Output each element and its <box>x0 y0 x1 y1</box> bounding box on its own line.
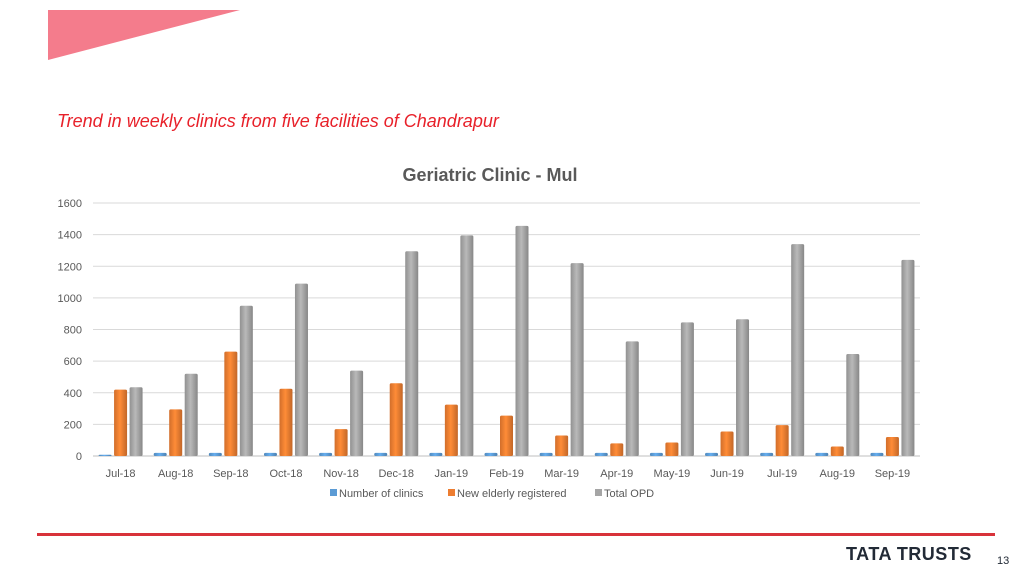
y-tick-label: 800 <box>64 325 82 337</box>
bar-total-opd <box>460 235 474 456</box>
y-tick-label: 1400 <box>58 230 82 242</box>
bar-number-of-clinics <box>594 452 608 456</box>
bar-new-elderly-registered <box>665 442 679 456</box>
legend-swatch <box>595 489 602 496</box>
legend-label: New elderly registered <box>457 488 566 500</box>
bar-total-opd <box>184 373 198 456</box>
x-tick-label: Jun-19 <box>710 468 744 480</box>
bar-new-elderly-registered <box>444 404 458 456</box>
x-tick-label: Dec-18 <box>378 468 413 480</box>
bar-new-elderly-registered <box>555 435 569 456</box>
legend-label: Number of clinics <box>339 488 424 500</box>
bar-number-of-clinics <box>429 452 443 456</box>
bar-new-elderly-registered <box>610 443 624 456</box>
legend-swatch <box>448 489 455 496</box>
bar-number-of-clinics <box>870 452 884 456</box>
y-tick-label: 1200 <box>58 261 82 273</box>
header-banner <box>48 10 240 60</box>
x-tick-label: Apr-19 <box>600 468 633 480</box>
banner-shape <box>48 10 240 60</box>
x-tick-label: Sep-18 <box>213 468 248 480</box>
bar-new-elderly-registered <box>885 437 899 456</box>
bar-total-opd <box>625 341 639 456</box>
bar-number-of-clinics <box>815 452 829 456</box>
brand-logo-text: TATA TRUSTS <box>846 544 972 564</box>
bar-new-elderly-registered <box>169 409 183 456</box>
section-title: Trend in weekly clinics from five facili… <box>57 111 499 131</box>
x-tick-label: May-19 <box>654 468 691 480</box>
chart-title: Geriatric Clinic - Mul <box>402 165 577 185</box>
y-tick-label: 200 <box>64 419 82 431</box>
y-tick-label: 600 <box>64 356 82 368</box>
y-tick-label: 400 <box>64 388 82 400</box>
bar-total-opd <box>129 387 143 456</box>
x-tick-label: Aug-18 <box>158 468 193 480</box>
bar-number-of-clinics <box>263 452 277 456</box>
bar-number-of-clinics <box>760 452 774 456</box>
legend-label: Total OPD <box>604 488 654 500</box>
bar-total-opd <box>405 251 419 456</box>
bar-number-of-clinics <box>98 454 112 456</box>
bar-total-opd <box>736 319 750 456</box>
bar-number-of-clinics <box>153 452 167 456</box>
bar-total-opd <box>570 263 584 456</box>
x-tick-label: Nov-18 <box>323 468 358 480</box>
bar-total-opd <box>846 354 860 456</box>
bar-total-opd <box>515 225 529 456</box>
x-tick-label: Oct-18 <box>269 468 302 480</box>
bar-number-of-clinics <box>484 452 498 456</box>
bar-number-of-clinics <box>374 452 388 456</box>
bar-new-elderly-registered <box>775 425 789 456</box>
bar-new-elderly-registered <box>720 431 734 456</box>
bar-number-of-clinics <box>539 452 553 456</box>
bar-total-opd <box>239 305 253 456</box>
bar-total-opd <box>791 244 805 456</box>
x-tick-label: Aug-19 <box>820 468 855 480</box>
bar-number-of-clinics <box>649 452 663 456</box>
x-tick-label: Sep-19 <box>875 468 910 480</box>
bar-new-elderly-registered <box>830 446 844 456</box>
bar-total-opd <box>294 283 308 456</box>
bar-new-elderly-registered <box>500 415 513 456</box>
page-number: 13 <box>997 555 1010 567</box>
x-tick-label: Mar-19 <box>544 468 579 480</box>
geriatric-clinic-chart: Geriatric Clinic - Mul 0 200 400 600 800 1000 1… <box>58 165 920 500</box>
bar-new-elderly-registered <box>334 429 348 456</box>
bar-new-elderly-registered <box>224 351 238 456</box>
bar-new-elderly-registered <box>114 389 128 456</box>
bar-number-of-clinics <box>705 452 719 456</box>
bar-new-elderly-registered <box>279 388 293 456</box>
x-tick-label: Feb-19 <box>489 468 524 480</box>
footer-divider <box>37 533 995 536</box>
y-tick-label: 1600 <box>58 198 82 210</box>
bar-total-opd <box>901 259 915 456</box>
x-tick-label: Jul-18 <box>106 468 136 480</box>
bar-number-of-clinics <box>208 452 222 456</box>
bar-number-of-clinics <box>319 452 333 456</box>
bar-total-opd <box>350 370 364 456</box>
x-tick-label: Jan-19 <box>435 468 469 480</box>
y-tick-label: 1000 <box>58 293 82 305</box>
y-tick-label: 0 <box>76 451 82 463</box>
bar-total-opd <box>680 322 694 456</box>
bar-new-elderly-registered <box>389 383 403 456</box>
x-tick-label: Jul-19 <box>767 468 797 480</box>
legend-swatch <box>330 489 337 496</box>
